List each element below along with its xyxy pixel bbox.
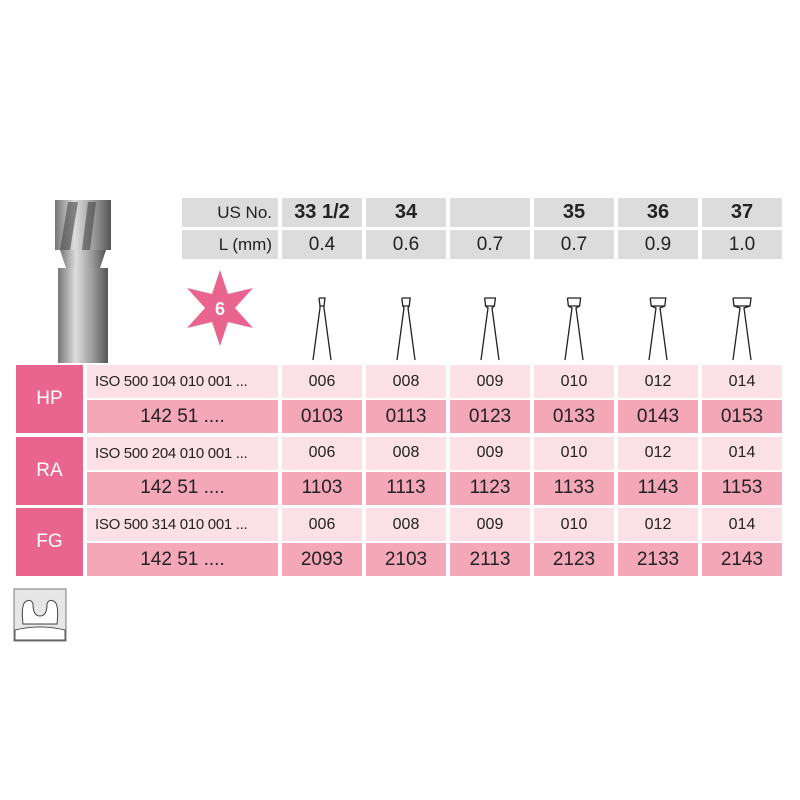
size-cell: 008 [366, 508, 446, 541]
article-code-cell: 1123 [450, 471, 530, 505]
handpiece-type-label: HP [16, 365, 83, 433]
us-number-cell: 35 [534, 198, 614, 227]
blade-count: 6 [215, 299, 225, 319]
article-code-cell: 2123 [534, 543, 614, 576]
length-cell: 0.4 [282, 230, 362, 259]
article-code-cell: 0133 [534, 400, 614, 433]
article-code-cell: 0123 [450, 400, 530, 433]
size-cell: 006 [282, 436, 362, 470]
article-code-cell: 2103 [366, 543, 446, 576]
article-code-cell: 2143 [702, 543, 782, 576]
size-cell: 009 [450, 365, 530, 398]
ref-prefix: 142 51 .... [87, 471, 278, 505]
length-label: L (mm) [182, 230, 278, 259]
us-number-cell: 34 [366, 198, 446, 227]
iso-number: ISO 500 314 010 001 ... [87, 508, 278, 541]
size-cell: 010 [534, 365, 614, 398]
size-cell: 014 [702, 365, 782, 398]
length-cell: 0.7 [534, 230, 614, 259]
size-cell: 006 [282, 508, 362, 541]
bur-profile-icon [648, 297, 668, 361]
article-code-cell: 1103 [282, 471, 362, 505]
article-code-cell: 0103 [282, 400, 362, 433]
length-cell: 0.6 [366, 230, 446, 259]
bur-profile-icon [564, 297, 584, 361]
article-code-cell: 0143 [618, 400, 698, 433]
ref-prefix: 142 51 .... [87, 543, 278, 576]
size-cell: 009 [450, 436, 530, 470]
article-code-cell: 1143 [618, 471, 698, 505]
article-code-cell: 1133 [534, 471, 614, 505]
bur-profile-icon [312, 297, 332, 361]
size-cell: 012 [618, 365, 698, 398]
us-number-cell: 33 1/2 [282, 198, 362, 227]
article-code-cell: 0153 [702, 400, 782, 433]
size-cell: 014 [702, 436, 782, 470]
length-cell: 1.0 [702, 230, 782, 259]
article-code-cell: 2093 [282, 543, 362, 576]
size-cell: 010 [534, 508, 614, 541]
us-number-cell: 37 [702, 198, 782, 227]
size-cell: 009 [450, 508, 530, 541]
size-cell: 012 [618, 436, 698, 470]
size-cell: 008 [366, 436, 446, 470]
iso-number: ISO 500 204 010 001 ... [87, 436, 278, 470]
ref-prefix: 142 51 .... [87, 400, 278, 433]
bur-profile-icon [732, 297, 752, 361]
handpiece-type-label: FG [16, 508, 83, 576]
six-blade-star-icon: 6 [187, 270, 253, 346]
handpiece-type-label: RA [16, 436, 83, 505]
us-no-label: US No. [182, 198, 278, 227]
us-number-cell: 36 [618, 198, 698, 227]
size-cell: 010 [534, 436, 614, 470]
size-cell: 012 [618, 508, 698, 541]
article-code-cell: 0113 [366, 400, 446, 433]
size-cell: 014 [702, 508, 782, 541]
size-cell: 006 [282, 365, 362, 398]
bur-profile-icon [480, 297, 500, 361]
us-number-cell [450, 198, 530, 227]
article-code-cell: 1153 [702, 471, 782, 505]
inverted-cone-shape-icon [13, 588, 67, 642]
length-cell: 0.9 [618, 230, 698, 259]
bur-image-icon [55, 200, 111, 363]
iso-number: ISO 500 104 010 001 ... [87, 365, 278, 398]
article-code-cell: 1113 [366, 471, 446, 505]
article-code-cell: 2113 [450, 543, 530, 576]
length-cell: 0.7 [450, 230, 530, 259]
size-cell: 008 [366, 365, 446, 398]
article-code-cell: 2133 [618, 543, 698, 576]
bur-profile-icon [396, 297, 416, 361]
